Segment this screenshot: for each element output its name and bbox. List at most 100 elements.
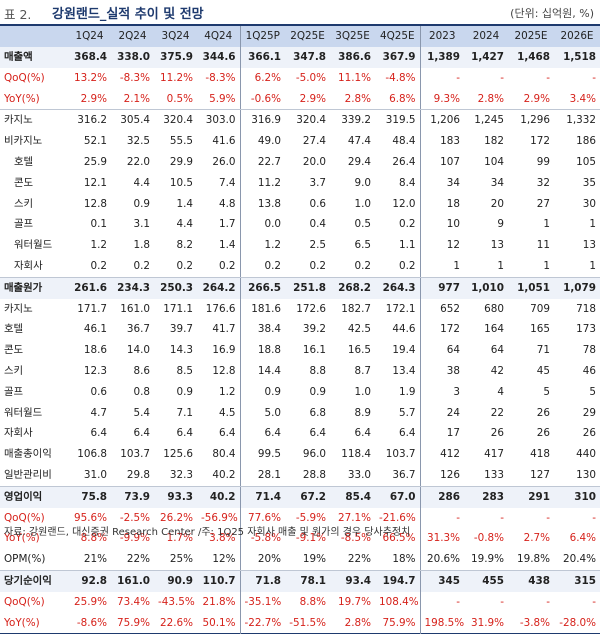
value-cell: 0.2 [375,255,420,278]
value-cell: 38.4 [239,319,285,341]
value-cell: 6.4 [398,427,416,440]
value-cell: -5.0% [295,71,326,84]
value-cell: 19.7% [337,595,371,608]
value-cell: 183 [419,131,464,152]
value-cell: 103.7 [385,448,416,461]
value-cell: 3.8% [209,532,236,545]
value-cell: 266.5 [239,277,285,299]
value-cell: 165 [530,323,550,336]
value-cell: 171.1 [163,302,193,315]
value-cell: 1,206 [419,109,464,132]
value-cell: 26 [490,427,504,440]
value-cell: -5.9% [295,511,326,524]
column-header: 3Q25E [330,25,375,47]
value-cell: 0.2 [154,255,197,278]
value-cell: 20.0 [302,155,326,168]
table-row: 워터월드 4.7 5.4 7.1 4.5 5.0 6.8 8.9 5.7 24 22 26 29 [0,402,600,424]
value-cell: 126 [419,464,464,487]
value-cell: 127 [508,464,554,487]
row-label: YoY(%) [4,532,40,545]
value-cell: 130 [554,464,600,487]
value-cell: 283 [464,486,508,508]
value-cell: 6.4 [309,427,326,440]
value-cell: 20 [490,197,504,210]
value-cell: 286 [419,486,464,508]
value-cell: 6.4 [133,427,150,440]
value-cell: 16.9 [212,344,236,357]
value-cell: 10 [419,214,464,236]
unit-label: (단위: 십억원, %) [510,7,594,20]
value-cell: 71.4 [239,486,285,508]
value-cell: 172.1 [385,302,416,315]
value-cell: 0.2 [239,255,285,278]
value-cell: 95.6% [73,511,107,524]
value-cell: 186 [576,135,596,148]
value-cell: 75.8 [68,486,111,508]
value-cell: 12.0 [392,197,416,210]
value-cell: 4 [497,385,504,398]
value-cell: 0.6 [309,197,326,210]
value-cell: 375.9 [154,47,197,68]
value-cell: 1.8 [133,239,150,252]
value-cell: 1,427 [464,47,508,68]
value-cell: 316.2 [77,114,107,127]
value-cell: -4.8% [385,71,416,84]
value-cell: -8.3% [205,71,236,84]
value-cell: 1.2 [90,239,107,252]
value-cell: 103.7 [120,448,150,461]
value-cell: 8.7 [354,364,371,377]
value-cell: 438 [508,570,554,592]
value-cell: 26.2% [159,511,193,524]
table-row: OPM(%) 21% 22% 25% 12% 20% 19% 22% 18% 20.6% 19.9%… [0,549,600,571]
value-cell: 78 [582,344,596,357]
value-cell: 18 [419,193,464,215]
value-cell: 133 [464,464,508,487]
row-label: 비카지노 [4,135,43,148]
value-cell: 45 [536,364,550,377]
value-cell: 164 [484,323,504,336]
value-cell: 25.9% [73,595,107,608]
value-cell: 1,332 [566,114,596,127]
value-cell: 4.8 [218,197,236,210]
value-cell: 42.5 [347,323,371,336]
value-cell: 13.8 [239,193,285,215]
value-cell: 11.1% [337,71,371,84]
value-cell: 19.4 [392,344,416,357]
value-cell: 182.7 [341,302,371,315]
row-label: OPM(%) [0,549,68,571]
row-label: QoQ(%) [4,595,45,608]
value-cell: 125.6 [163,448,193,461]
value-cell: 14.4 [239,360,285,382]
value-cell: 305.4 [120,114,150,127]
row-label: YoY(%) [0,88,68,111]
value-cell: 977 [419,277,464,299]
value-cell: 338.0 [111,47,154,68]
value-cell: 1,051 [508,277,554,299]
value-cell: -0.8% [473,532,504,545]
value-cell: 24 [419,402,464,424]
value-cell: 2.8% [330,88,375,111]
value-cell: 39.2 [302,323,326,336]
value-cell: 1,010 [464,277,508,299]
value-cell: 1.7% [166,532,193,545]
value-cell: 99 [536,155,550,168]
value-cell: 5.9% [197,88,240,111]
row-label: 일반관리비 [0,464,68,487]
value-cell: 75.9% [382,616,416,629]
value-cell: - [546,71,550,84]
value-cell: - [546,511,550,524]
column-header: 2Q25E [285,25,330,47]
row-label: 호텔 [14,155,34,168]
value-cell: 5.4 [133,406,150,419]
table-row: QoQ(%) 95.6% -2.5% 26.2% -56.9% 77.6% -5.9% 27.… [0,507,600,529]
value-cell: 106.8 [77,448,107,461]
value-cell: 172 [419,319,464,341]
value-cell: 0.5% [154,88,197,111]
value-cell: 19.8% [508,549,554,571]
column-header: 2025E [508,25,554,47]
value-cell: 26 [536,406,550,419]
value-cell: 4.4 [133,176,150,189]
value-cell: 46.1 [83,323,107,336]
value-cell: 108.4% [379,595,419,608]
value-cell: -2.5% [119,511,150,524]
